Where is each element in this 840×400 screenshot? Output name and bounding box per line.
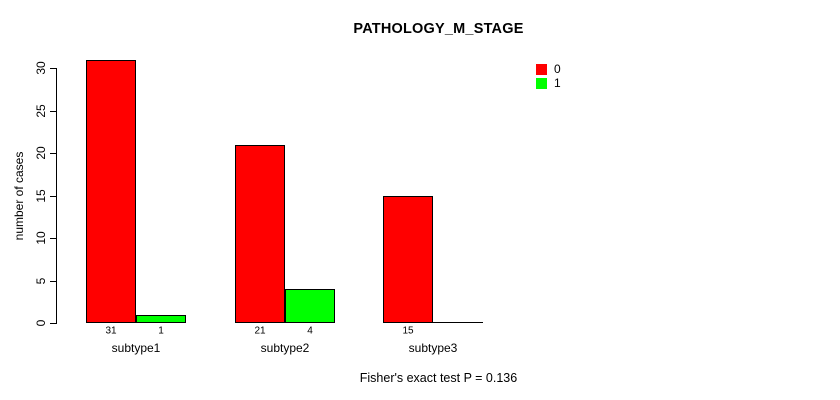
- y-axis-tick-label: 15: [34, 188, 48, 203]
- x-axis-label-subtype2: subtype2: [260, 341, 310, 355]
- bar-value-label: 4: [307, 325, 313, 337]
- legend-label-0: 0: [554, 62, 561, 76]
- y-axis-tick: [50, 68, 56, 69]
- bar-subtype1-series0: [86, 59, 136, 323]
- bar-subtype3-series1-zero: [433, 322, 483, 323]
- legend-item-0: 0: [536, 62, 561, 76]
- legend-item-1: 1: [536, 75, 561, 90]
- y-axis-tick: [50, 238, 56, 239]
- bar-value-label: 15: [402, 325, 414, 337]
- x-axis-label-subtype3: subtype3: [408, 341, 458, 355]
- y-axis-title: number of cases: [12, 151, 26, 241]
- bar-subtype2-series1: [285, 289, 335, 323]
- y-axis-tick: [50, 153, 56, 154]
- y-axis-tick: [50, 195, 56, 197]
- y-axis-tick: [50, 280, 56, 282]
- bar-value-label: 21: [254, 325, 266, 337]
- y-axis-tick-label: 30: [34, 61, 48, 75]
- legend-label-1: 1: [554, 75, 561, 90]
- y-axis-tick-label: 0: [34, 319, 48, 327]
- bar-subtype1-series1: [136, 314, 186, 323]
- bar-subtype3-series0: [383, 195, 433, 323]
- y-axis-tick-label: 10: [34, 231, 48, 245]
- y-axis-tick-label: 20: [34, 146, 48, 160]
- footnote-fisher-test: Fisher's exact test P = 0.136: [359, 371, 518, 385]
- y-axis-tick: [50, 110, 56, 112]
- bar-value-label: 31: [105, 325, 117, 337]
- legend-swatch-1: [536, 77, 547, 89]
- x-axis-label-subtype1: subtype1: [111, 341, 161, 355]
- y-axis-line: [56, 68, 57, 324]
- y-axis-tick: [50, 323, 56, 324]
- bar-subtype2-series0: [235, 144, 285, 323]
- chart-title: PATHOLOGY_M_STAGE: [353, 21, 524, 37]
- y-axis-tick-label: 5: [34, 277, 48, 284]
- bar-value-label: 1: [158, 325, 164, 337]
- legend-swatch-0: [536, 64, 547, 75]
- y-axis-tick-label: 25: [34, 103, 48, 118]
